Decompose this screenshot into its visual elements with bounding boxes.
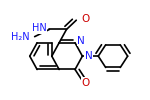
Text: N: N bbox=[85, 51, 93, 61]
Text: O: O bbox=[81, 14, 89, 24]
Text: N: N bbox=[78, 36, 85, 46]
Text: O: O bbox=[81, 78, 89, 88]
Text: H₂N: H₂N bbox=[11, 32, 30, 42]
Text: HN: HN bbox=[32, 23, 47, 33]
